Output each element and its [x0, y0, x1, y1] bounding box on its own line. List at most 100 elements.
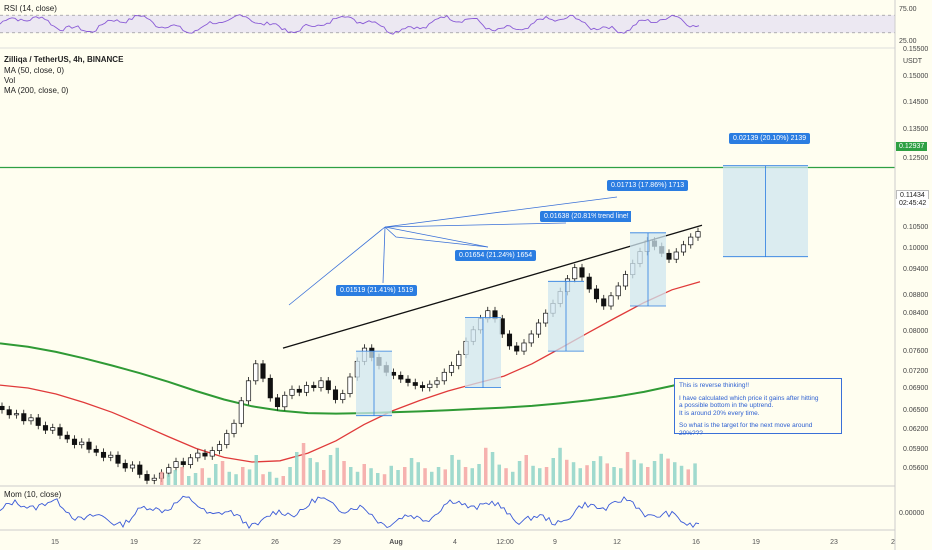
- candle-body: [572, 267, 578, 280]
- measurement-label[interactable]: 0.01713 (17.86%) 1713: [607, 180, 689, 191]
- x-tick: 16: [692, 539, 700, 546]
- rsi-title: RSI (14, close): [4, 4, 57, 13]
- x-tick: 2: [891, 539, 895, 546]
- volume-bar: [639, 463, 643, 485]
- x-tick: 12:00: [496, 539, 514, 546]
- candle-body: [260, 363, 266, 379]
- volume-bar: [612, 467, 616, 485]
- currency-unit: USDT: [903, 58, 923, 65]
- candle-body: [245, 380, 252, 402]
- y-tick: 0.06900: [903, 385, 929, 392]
- volume-bar: [477, 464, 481, 485]
- volume-bar: [592, 461, 596, 485]
- symbol-title[interactable]: Zilliqa / TetherUS, 4h, BINANCE: [4, 55, 124, 64]
- candle-body: [71, 438, 78, 445]
- y-tick: 0.10500: [903, 224, 929, 231]
- candle-body: [289, 388, 295, 396]
- candle-body: [253, 363, 259, 382]
- volume-bar: [463, 467, 468, 485]
- y-tick: 0.08000: [903, 328, 929, 335]
- volume-bars: [160, 443, 697, 485]
- y-tick: 0.07600: [903, 348, 929, 355]
- x-tick: 26: [271, 539, 279, 546]
- note-line: I have calculated which price it gains a…: [679, 394, 819, 402]
- y-tick: 0.12500: [903, 155, 929, 162]
- volume-bar: [423, 468, 427, 485]
- rsi-pane: [0, 14, 895, 35]
- volume-bar: [693, 463, 697, 485]
- volume-bar: [207, 477, 211, 485]
- volume-bar: [605, 463, 609, 485]
- x-tick: Aug: [389, 539, 403, 546]
- volume-bar: [625, 452, 630, 485]
- candle-body: [195, 452, 201, 459]
- volume-bar: [180, 467, 184, 485]
- volume-bar: [335, 447, 339, 485]
- indicator-ma200[interactable]: MA (200, close, 0): [4, 86, 69, 95]
- volume-bar: [261, 474, 265, 485]
- y-tick: 0.06500: [903, 407, 929, 414]
- candle-body: [267, 377, 273, 399]
- candle-body: [695, 231, 701, 238]
- momentum-line: [0, 495, 700, 529]
- candle-body: [521, 342, 527, 352]
- candle-body: [528, 333, 534, 344]
- candle-body: [274, 397, 281, 408]
- candle-body: [586, 276, 592, 290]
- candle-body: [28, 417, 34, 422]
- volume-bar: [497, 464, 501, 485]
- y-tick: 0.05600: [903, 465, 929, 472]
- y-tick: 0.08800: [903, 292, 929, 299]
- x-tick: 19: [130, 539, 138, 546]
- candle-body: [412, 382, 418, 386]
- candle-body: [122, 462, 128, 469]
- volume-bar: [268, 471, 272, 485]
- annotation-arrow: [384, 196, 618, 228]
- candle-body: [79, 441, 85, 446]
- indicator-ma50[interactable]: MA (50, close, 0): [4, 66, 65, 75]
- volume-bar: [511, 471, 515, 485]
- measurement-label[interactable]: 0.02139 (20.10%) 2139: [729, 133, 811, 144]
- volume-bar: [450, 455, 454, 485]
- volume-bar: [679, 465, 684, 485]
- volume-bar: [585, 465, 589, 485]
- candle-body: [506, 333, 513, 347]
- x-tick: 19: [752, 539, 760, 546]
- mom-tick: 0.00000: [899, 510, 925, 517]
- candle-body: [0, 405, 5, 411]
- rsi-line: [0, 14, 700, 35]
- candle-body: [456, 354, 462, 366]
- y-tick: 0.15000: [903, 73, 929, 80]
- volume-bar: [619, 468, 623, 485]
- annotation-arrow: [382, 226, 386, 284]
- measurement-label[interactable]: 0.01638 (20.81%) 1638: [540, 211, 622, 222]
- volume-bar: [214, 464, 218, 485]
- candle-body: [448, 365, 455, 373]
- volume-bar: [166, 474, 171, 485]
- rsi-tick: 75.00: [899, 6, 917, 13]
- volume-bar: [659, 453, 663, 485]
- volume-bar: [288, 467, 292, 485]
- annotation-arrow: [384, 222, 567, 228]
- candle-body: [115, 454, 121, 464]
- volume-bar: [430, 471, 434, 485]
- analysis-note[interactable]: This is reverse thinking!! I have calcul…: [674, 378, 842, 437]
- volume-bar: [457, 459, 461, 485]
- note-line: This is reverse thinking!!: [679, 382, 750, 389]
- note-line: It is around 20% every time.: [679, 409, 760, 417]
- note-line: So what is the target for the next move …: [679, 422, 813, 437]
- candle-body: [202, 452, 208, 457]
- candle-body: [535, 322, 542, 335]
- volume-bar: [220, 461, 225, 485]
- measurement-label[interactable]: 0.01519 (21.41%) 1519: [336, 285, 418, 296]
- candle-body: [427, 383, 433, 388]
- y-tick: 0.05900: [903, 446, 929, 453]
- candle-body: [303, 385, 310, 393]
- candle-body: [180, 461, 186, 465]
- indicator-volume[interactable]: Vol: [4, 76, 16, 85]
- candle-body: [340, 393, 346, 400]
- measurement-label[interactable]: 0.01654 (21.24%) 1654: [455, 250, 537, 261]
- candle-body: [325, 380, 331, 391]
- volume-bar: [409, 458, 414, 485]
